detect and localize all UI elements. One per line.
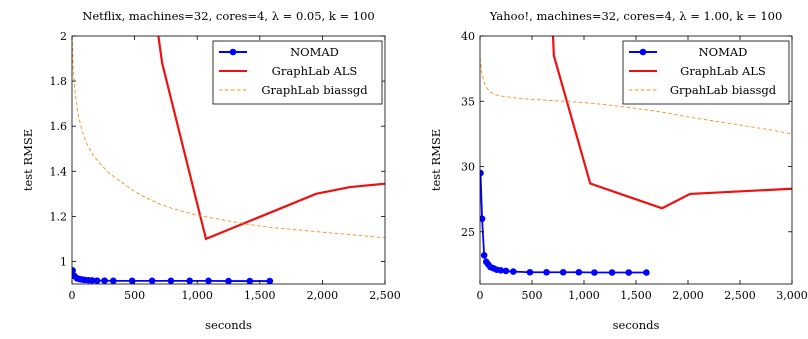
x-tick-label: 0: [477, 289, 484, 302]
data-point: [148, 277, 156, 284]
x-axis-label: seconds: [613, 318, 660, 332]
legend-label: NOMAD: [699, 45, 748, 59]
data-point: [591, 269, 598, 276]
x-tick-label: 1,000: [568, 289, 600, 302]
x-tick-label: 0: [69, 289, 76, 302]
data-point: [480, 251, 488, 259]
plot-frame: [71, 35, 386, 285]
y-tick-label: 1.6: [50, 120, 68, 133]
data-point: [186, 277, 193, 284]
y-tick-label: 2: [60, 30, 67, 43]
y-tick-label: 1: [60, 255, 67, 268]
data-point: [266, 277, 274, 284]
data-point: [480, 169, 484, 177]
legend-label: GrpahLab biassgd: [670, 83, 777, 97]
series-line-1: [480, 173, 647, 274]
data-point: [205, 277, 212, 284]
data-point: [608, 269, 616, 276]
x-tick-label: 1,500: [620, 289, 652, 302]
chart-title: Netflix, machines=32, cores=4, λ = 0.05,…: [82, 9, 374, 23]
data-point: [643, 269, 650, 276]
series-line-3: [480, 58, 792, 135]
chart-title: Yahoo!, machines=32, cores=4, λ = 1.00, …: [489, 9, 783, 23]
legend-marker: [639, 48, 647, 56]
data-point: [559, 268, 567, 276]
data-point: [128, 277, 136, 284]
legend-label: NOMAD: [290, 45, 339, 59]
data-point: [497, 266, 505, 274]
data-point: [101, 277, 108, 284]
y-axis-label: test RMSE: [21, 129, 35, 191]
legend-label: GraphLab ALS: [272, 64, 358, 78]
data-point: [225, 277, 232, 284]
data-point: [575, 268, 583, 276]
series-line-2: [551, 36, 792, 210]
data-point: [110, 277, 117, 284]
data-point: [625, 269, 633, 276]
x-tick-label: 3,000: [776, 289, 808, 302]
data-point: [526, 268, 534, 276]
x-tick-label: 1,500: [244, 289, 276, 302]
x-tick-label: 500: [124, 289, 145, 302]
y-tick-label: 1.2: [50, 210, 68, 223]
data-point: [246, 277, 254, 284]
legend: NOMAD GraphLab ALS GrpahLab biassgd: [622, 40, 790, 105]
y-axis-label: test RMSE: [429, 129, 443, 191]
y-tick-label: 1.4: [50, 165, 68, 178]
y-tick-label: 40: [461, 30, 475, 43]
data-point: [93, 277, 101, 284]
y-tick-label: 25: [461, 226, 475, 239]
data-point: [88, 277, 96, 284]
data-point: [543, 268, 550, 276]
data-point: [502, 267, 510, 275]
x-tick-label: 2,000: [307, 289, 339, 302]
series-line-2: [157, 36, 385, 241]
chart-panel-1: Netflix, machines=32, cores=4, λ = 0.05,…: [21, 9, 401, 332]
x-tick-label: 2,500: [369, 289, 401, 302]
chart-panel-2: Yahoo!, machines=32, cores=4, λ = 1.00, …: [429, 9, 808, 332]
data-point: [72, 267, 76, 274]
x-tick-label: 500: [522, 289, 543, 302]
legend-marker: [229, 48, 237, 56]
data-point: [167, 277, 175, 284]
legend-label: GraphLab ALS: [680, 64, 766, 78]
data-point: [480, 215, 486, 223]
y-tick-label: 1.8: [50, 75, 68, 88]
x-tick-label: 2,000: [672, 289, 704, 302]
legend-label: GraphLab biassgd: [261, 83, 368, 97]
series-line-3: [72, 36, 385, 239]
legend: NOMAD GraphLab ALS GraphLab biassgd: [212, 40, 383, 105]
y-tick-label: 30: [461, 161, 475, 174]
x-tick-label: 2,500: [724, 289, 756, 302]
x-axis-label: seconds: [205, 318, 252, 332]
x-tick-label: 1,000: [181, 289, 213, 302]
data-point: [509, 268, 517, 275]
y-tick-label: 35: [461, 95, 475, 108]
